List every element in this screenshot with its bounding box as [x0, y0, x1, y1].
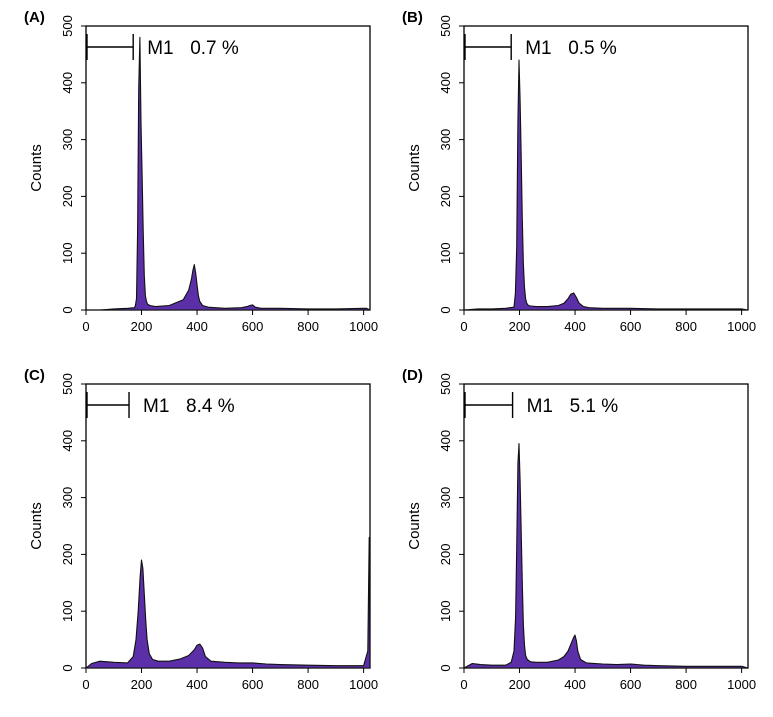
- y-tick-label: 0: [60, 664, 75, 671]
- histogram-c: 0 200 400 600 800 1000 0 100 200 300 400 500 Counts (…: [24, 367, 378, 692]
- y-tick-label: 100: [438, 600, 453, 622]
- panel-label: (A): [24, 9, 45, 26]
- marker-value: 5.1 %: [570, 396, 619, 417]
- panel-b: 0 200 400 600 800 1000 0 100 200 300 400 500 Counts (…: [378, 0, 764, 358]
- x-tick-label: 1000: [349, 319, 378, 334]
- panel-label: (B): [402, 9, 423, 26]
- y-tick-label: 500: [60, 373, 75, 395]
- marker-name: M1: [525, 38, 551, 59]
- x-tick-label: 200: [509, 677, 531, 692]
- x-tick-label: 1000: [727, 319, 756, 334]
- x-tick-label: 0: [82, 677, 89, 692]
- y-tick-label: 200: [438, 544, 453, 566]
- x-tick-label: 0: [460, 319, 467, 334]
- histogram-d: 0 200 400 600 800 1000 0 100 200 300 400 500 Counts (…: [402, 367, 756, 692]
- y-axis-label: Counts: [28, 502, 45, 550]
- x-tick-label: 600: [242, 677, 264, 692]
- y-tick-label: 500: [60, 15, 75, 37]
- x-tick-label: 1000: [349, 677, 378, 692]
- x-tick-label: 800: [297, 677, 319, 692]
- y-tick-label: 400: [60, 72, 75, 94]
- x-tick-label: 400: [564, 319, 586, 334]
- y-tick-label: 300: [60, 129, 75, 151]
- y-tick-label: 300: [438, 129, 453, 151]
- y-tick-label: 500: [438, 15, 453, 37]
- y-tick-label: 200: [60, 544, 75, 566]
- y-tick-label: 300: [438, 487, 453, 509]
- plot-frame: [85, 383, 371, 669]
- panel-label: (C): [24, 367, 45, 384]
- x-tick-label: 200: [509, 319, 531, 334]
- x-tick-label: 200: [131, 677, 153, 692]
- plot-frame: [463, 25, 749, 311]
- marker-name: M1: [143, 396, 169, 417]
- plot-frame: [85, 25, 371, 311]
- y-tick-label: 500: [438, 373, 453, 395]
- x-tick-label: 800: [297, 319, 319, 334]
- y-tick-label: 100: [60, 242, 75, 264]
- histogram-a: 0 200 400 600 800 1000 0 100 200 300 400 500 Counts (…: [24, 9, 378, 334]
- y-tick-label: 100: [60, 600, 75, 622]
- x-tick-label: 600: [620, 677, 642, 692]
- histogram-series: [463, 59, 749, 311]
- x-tick-label: 400: [186, 677, 208, 692]
- x-tick-label: 400: [564, 677, 586, 692]
- y-tick-label: 200: [438, 186, 453, 208]
- histogram-b: 0 200 400 600 800 1000 0 100 200 300 400 500 Counts (…: [402, 9, 756, 334]
- x-tick-label: 0: [82, 319, 89, 334]
- y-axis-label: Counts: [28, 144, 45, 192]
- y-tick-label: 300: [60, 487, 75, 509]
- x-tick-label: 800: [675, 319, 697, 334]
- y-axis-label: Counts: [406, 144, 423, 192]
- histogram-series: [463, 443, 749, 669]
- y-tick-label: 200: [60, 186, 75, 208]
- y-tick-label: 400: [438, 72, 453, 94]
- marker-name: M1: [147, 38, 173, 59]
- x-tick-label: 600: [620, 319, 642, 334]
- y-axis-label: Counts: [406, 502, 423, 550]
- y-tick-label: 100: [438, 242, 453, 264]
- y-tick-label: 400: [438, 430, 453, 452]
- marker-name: M1: [527, 396, 553, 417]
- x-tick-label: 1000: [727, 677, 756, 692]
- panel-a: 0 200 400 600 800 1000 0 100 200 300 400 500 Counts (…: [0, 0, 386, 358]
- y-tick-label: 0: [438, 664, 453, 671]
- plot-frame: [463, 383, 749, 669]
- x-tick-label: 800: [675, 677, 697, 692]
- histogram-series: [85, 536, 371, 669]
- y-tick-label: 0: [438, 306, 453, 313]
- y-tick-label: 400: [60, 430, 75, 452]
- x-tick-label: 400: [186, 319, 208, 334]
- panel-c: 0 200 400 600 800 1000 0 100 200 300 400 500 Counts (…: [0, 358, 386, 716]
- marker-value: 0.7 %: [190, 38, 239, 59]
- histogram-series: [85, 36, 371, 311]
- x-tick-label: 200: [131, 319, 153, 334]
- panel-label: (D): [402, 367, 423, 384]
- marker-value: 8.4 %: [186, 396, 235, 417]
- marker-value: 0.5 %: [568, 38, 617, 59]
- x-tick-label: 0: [460, 677, 467, 692]
- x-tick-label: 600: [242, 319, 264, 334]
- y-tick-label: 0: [60, 306, 75, 313]
- panel-d: 0 200 400 600 800 1000 0 100 200 300 400 500 Counts (…: [378, 358, 764, 716]
